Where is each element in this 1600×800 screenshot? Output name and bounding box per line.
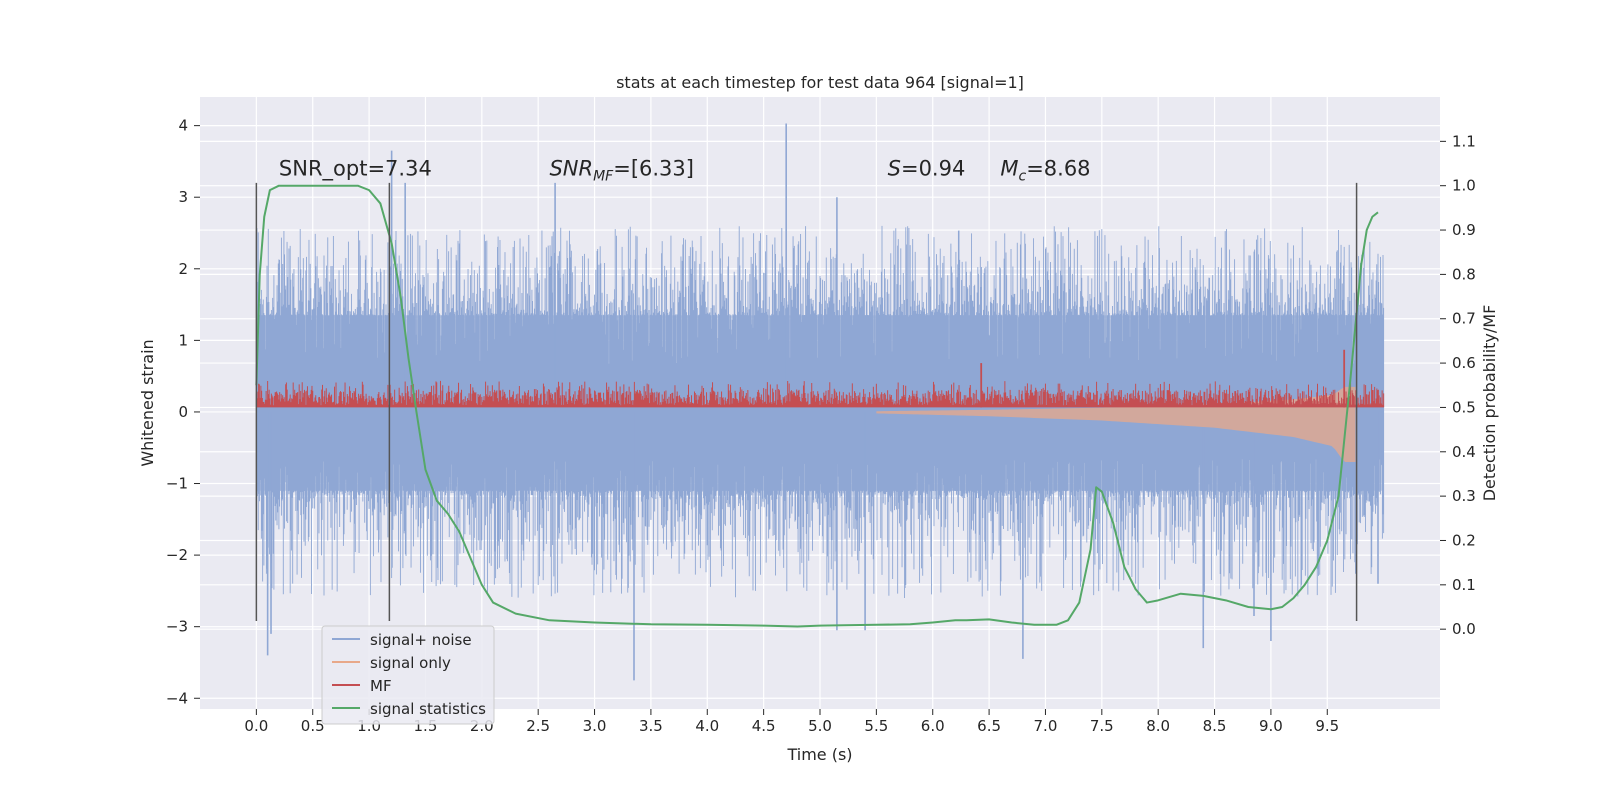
y2-tick-label: 0.3 xyxy=(1452,487,1476,505)
y2-tick-label: 1.1 xyxy=(1452,132,1476,150)
x-tick-label: 5.5 xyxy=(864,717,888,735)
y-tick-label: 1 xyxy=(178,331,188,349)
x-tick-label: 8.0 xyxy=(1146,717,1170,735)
annotation: SNR_opt=7.34 xyxy=(279,157,432,182)
y2-tick-label: 0.1 xyxy=(1452,576,1476,594)
x-tick-label: 5.0 xyxy=(808,717,832,735)
y-tick-label: 4 xyxy=(178,117,188,135)
y2-axis-label: Detection probability/MF xyxy=(1480,305,1499,502)
x-tick-label: 0.5 xyxy=(301,717,325,735)
y-tick-label: −3 xyxy=(166,618,188,636)
signal-statistics-line xyxy=(255,184,1379,628)
x-tick-label: 7.0 xyxy=(1034,717,1058,735)
x-tick-label: 9.5 xyxy=(1315,717,1339,735)
y2-tick-label: 0.8 xyxy=(1452,265,1476,283)
legend-label-signal-statistics: signal statistics xyxy=(370,700,486,718)
legend-label-signal-only: signal only xyxy=(370,654,451,672)
y2-tick-label: 0.7 xyxy=(1452,310,1476,328)
y-tick-label: −4 xyxy=(166,689,188,707)
x-tick-label: 6.0 xyxy=(921,717,945,735)
annotations: SNR_opt=7.34 SNRMF=[6.33] S=0.94 Mc=8.68 xyxy=(279,157,1091,185)
y2-tick-label: 1.0 xyxy=(1452,177,1476,195)
y2-tick-label: 0.2 xyxy=(1452,531,1476,549)
x-tick-label: 3.0 xyxy=(583,717,607,735)
x-tick-label: 4.0 xyxy=(695,717,719,735)
axes: 0.0 0.5 1.0 1.5 2.0 2.5 3.0 3.5 4.0 4.5 5.0 5.5 6.0 6… xyxy=(166,117,1476,735)
chart-title: stats at each timestep for test data 964… xyxy=(616,73,1024,92)
legend-label-mf: MF xyxy=(370,677,392,695)
y-tick-label: −1 xyxy=(166,475,188,493)
y-tick-label: 3 xyxy=(178,188,188,206)
annotation: S=0.94 xyxy=(888,157,966,181)
y2-tick-label: 0.4 xyxy=(1452,443,1476,461)
x-tick-label: 8.5 xyxy=(1203,717,1227,735)
x-tick-label: 9.0 xyxy=(1259,717,1283,735)
legend-label-signal-noise: signal+ noise xyxy=(370,631,472,649)
x-tick-label: 7.5 xyxy=(1090,717,1114,735)
legend-box xyxy=(321,625,495,725)
x-axis-label: Time (s) xyxy=(786,745,852,764)
x-tick-label: 0.0 xyxy=(244,717,268,735)
y-axis-label: Whitened strain xyxy=(138,339,157,466)
x-tick-label: 6.5 xyxy=(977,717,1001,735)
y2-tick-label: 0.9 xyxy=(1452,221,1476,239)
x-tick-label: 4.5 xyxy=(752,717,776,735)
data-layer xyxy=(255,123,1385,681)
x-tick-label: 2.5 xyxy=(526,717,550,735)
y-tick-label: 0 xyxy=(178,403,188,421)
vertical-lines xyxy=(255,182,1358,621)
annotation: SNRMF=[6.33] xyxy=(549,157,694,185)
y-tick-label: −2 xyxy=(166,546,188,564)
annotation: Mc=8.68 xyxy=(1000,157,1090,185)
y2-tick-label: 0.6 xyxy=(1452,354,1476,372)
y-tick-label: 2 xyxy=(178,260,188,278)
x-tick-label: 3.5 xyxy=(639,717,663,735)
y2-tick-label: 0.0 xyxy=(1452,620,1476,638)
y2-tick-label: 0.5 xyxy=(1452,398,1476,416)
legend: signal+ noise signal only MF signal stat… xyxy=(321,625,495,725)
